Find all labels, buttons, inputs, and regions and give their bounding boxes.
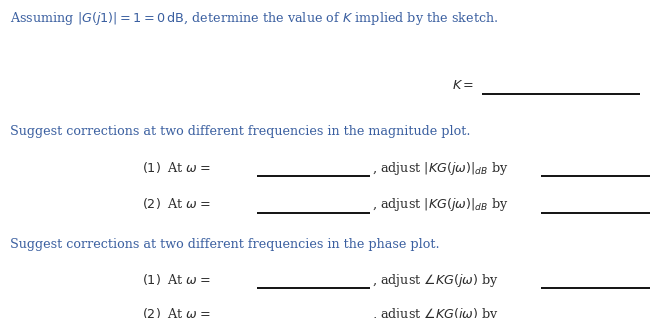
Text: , adjust $|KG(j\omega)|_{dB}$ by: , adjust $|KG(j\omega)|_{dB}$ by (372, 160, 508, 177)
Text: Suggest corrections at two different frequencies in the magnitude plot.: Suggest corrections at two different fre… (10, 125, 471, 138)
Text: Assuming $|G(j1)| = 1 = 0\,\mathrm{dB}$, determine the value of $K$ implied by t: Assuming $|G(j1)| = 1 = 0\,\mathrm{dB}$,… (10, 10, 498, 27)
Text: $(2)\;$ At $\omega =$: $(2)\;$ At $\omega =$ (142, 306, 211, 318)
Text: $K = $: $K = $ (452, 79, 475, 92)
Text: $(1)\;$ At $\omega =$: $(1)\;$ At $\omega =$ (142, 272, 211, 287)
Text: , adjust $\angle KG(j\omega)$ by: , adjust $\angle KG(j\omega)$ by (372, 306, 498, 318)
Text: , adjust $|KG(j\omega)|_{dB}$ by: , adjust $|KG(j\omega)|_{dB}$ by (372, 196, 508, 213)
Text: $(2)\;$ At $\omega =$: $(2)\;$ At $\omega =$ (142, 196, 211, 211)
Text: $(1)\;$ At $\omega =$: $(1)\;$ At $\omega =$ (142, 160, 211, 175)
Text: Suggest corrections at two different frequencies in the phase plot.: Suggest corrections at two different fre… (10, 238, 440, 251)
Text: , adjust $\angle KG(j\omega)$ by: , adjust $\angle KG(j\omega)$ by (372, 272, 498, 289)
